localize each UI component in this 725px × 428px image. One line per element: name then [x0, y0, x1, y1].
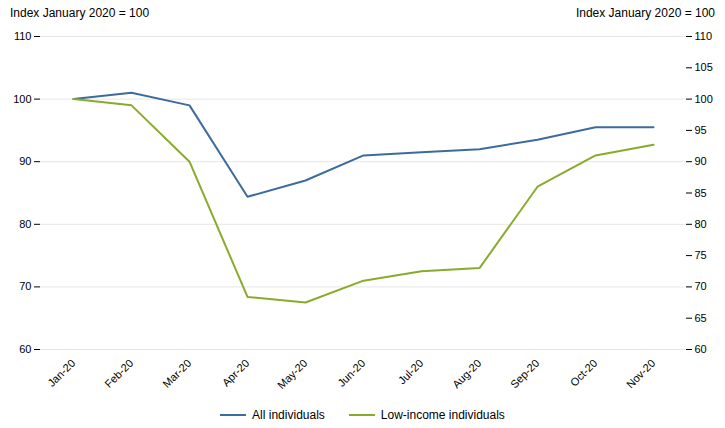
svg-text:90: 90: [695, 155, 707, 167]
svg-text:Mar-20: Mar-20: [160, 357, 193, 390]
svg-text:75: 75: [695, 249, 707, 261]
svg-text:Sep-20: Sep-20: [508, 357, 542, 391]
html-text:Index January 2020 = 100: Index January 2020 = 100: [10, 6, 150, 20]
svg-text:Aug-20: Aug-20: [450, 357, 484, 391]
svg-text:80: 80: [695, 218, 707, 230]
svg-text:Apr-20: Apr-20: [220, 357, 252, 389]
svg-text:100: 100: [13, 93, 31, 105]
svg-text:60: 60: [695, 343, 707, 355]
svg-text:85: 85: [695, 187, 707, 199]
svg-text:70: 70: [695, 280, 707, 292]
svg-text:70: 70: [19, 280, 31, 292]
svg-text:105: 105: [695, 61, 713, 73]
svg-text:Jun-20: Jun-20: [335, 357, 367, 389]
svg-text:65: 65: [695, 312, 707, 324]
svg-text:Jul-20: Jul-20: [396, 357, 426, 387]
svg-text:60: 60: [19, 343, 31, 355]
html-text:Low-income individuals: Low-income individuals: [380, 408, 505, 422]
svg-text:80: 80: [19, 218, 31, 230]
html-text:All individuals: All individuals: [252, 408, 325, 422]
svg-text:95: 95: [695, 124, 707, 136]
svg-text:90: 90: [19, 155, 31, 167]
svg-text:Jan-20: Jan-20: [45, 357, 77, 389]
svg-text:May-20: May-20: [275, 357, 309, 391]
svg-text:110: 110: [695, 30, 713, 42]
html-text:Index January 2020 = 100: Index January 2020 = 100: [575, 6, 715, 20]
svg-text:Oct-20: Oct-20: [568, 357, 600, 389]
svg-text:110: 110: [14, 30, 32, 42]
svg-text:Feb-20: Feb-20: [102, 357, 135, 390]
svg-text:100: 100: [695, 93, 713, 105]
svg-text:Nov-20: Nov-20: [624, 357, 658, 391]
